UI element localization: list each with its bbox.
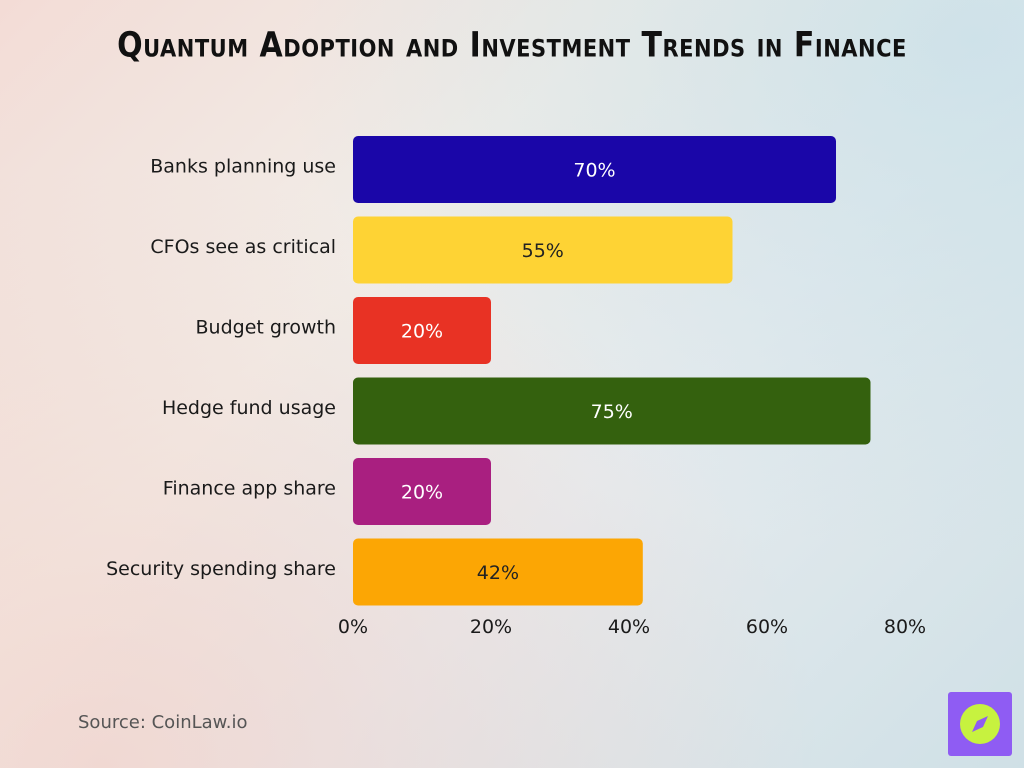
- bar-value-label: 20%: [401, 482, 443, 504]
- bar-0: [353, 136, 836, 203]
- bar-value-label: 20%: [401, 321, 443, 343]
- chart-title: Quantum Adoption and Investment Trends i…: [117, 25, 907, 66]
- bar-1: [353, 216, 733, 284]
- bar-2: [353, 297, 491, 364]
- category-label: Budget growth: [196, 317, 337, 339]
- bar-4: [353, 458, 491, 525]
- x-tick-label: 0%: [338, 616, 368, 638]
- bar-value-label: 70%: [573, 160, 615, 182]
- category-label: Finance app share: [163, 478, 336, 500]
- bar-3: [353, 377, 871, 445]
- category-label: Banks planning use: [150, 156, 336, 178]
- compass-icon: [960, 704, 1000, 744]
- source-note: Source: CoinLaw.io: [78, 712, 248, 733]
- bar-value-label: 55%: [522, 240, 564, 262]
- x-tick-label: 20%: [470, 616, 512, 638]
- x-tick-label: 80%: [884, 616, 926, 638]
- category-label: CFOs see as critical: [150, 236, 336, 258]
- category-label: Security spending share: [106, 558, 336, 580]
- x-tick-label: 40%: [608, 616, 650, 638]
- bar-value-label: 42%: [477, 562, 519, 584]
- x-tick-label: 60%: [746, 616, 788, 638]
- bar-5: [353, 538, 643, 606]
- brand-logo: [948, 692, 1012, 756]
- category-label: Hedge fund usage: [162, 397, 336, 419]
- bar-value-label: 75%: [591, 401, 633, 423]
